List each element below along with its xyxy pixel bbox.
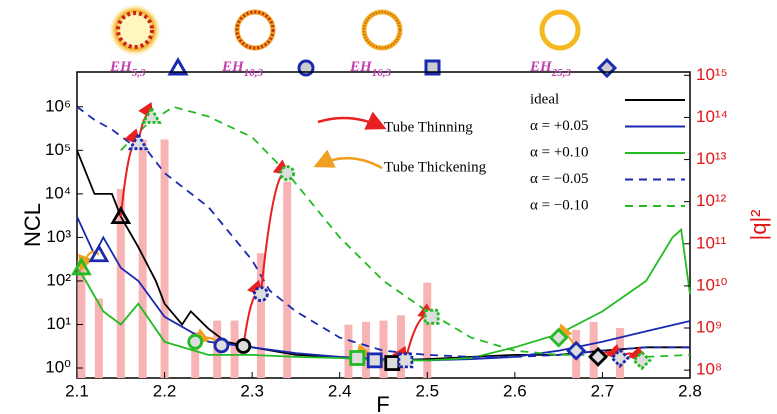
- legend-label: α = −0.05: [530, 171, 589, 187]
- marker: [215, 339, 228, 352]
- line: [121, 107, 690, 357]
- mode-label: EH16,3: [349, 59, 391, 78]
- x-tick-label: 2.6: [503, 381, 527, 400]
- x-tick-label: 2.4: [328, 381, 352, 400]
- marker: [254, 288, 267, 301]
- mode-icon: [237, 12, 273, 48]
- x-tick-label: 2.7: [591, 381, 615, 400]
- mode-label-sub: 16,3: [372, 67, 392, 79]
- marker: [399, 354, 412, 367]
- y2-tick-label: 10¹³: [696, 149, 727, 168]
- x-tick-label: 2.2: [153, 381, 177, 400]
- y-tick-label: 10³: [46, 227, 71, 246]
- y2-tick-label: 10¹⁰: [696, 275, 728, 294]
- marker: [612, 350, 628, 366]
- marker: [237, 340, 250, 353]
- marker: [425, 310, 438, 323]
- mode-symbol: [299, 61, 313, 75]
- annotation: Tube Thinning: [384, 119, 473, 135]
- y-tick-label: 10⁴: [45, 183, 71, 202]
- x-axis-label: F: [376, 392, 389, 414]
- mode-label-sub: 10,3: [244, 67, 264, 79]
- marker: [189, 335, 202, 348]
- y-tick-label: 10⁶: [45, 96, 71, 115]
- bar: [139, 139, 147, 378]
- mode-label-main: EH: [221, 59, 245, 75]
- y2-tick-label: 10¹¹: [696, 233, 727, 252]
- x-tick-label: 2.8: [678, 381, 702, 400]
- x-tick-label: 2.1: [65, 381, 89, 400]
- y-tick-label: 10¹: [46, 314, 71, 333]
- marker: [368, 354, 381, 367]
- y2-tick-label: 10⁹: [696, 317, 722, 336]
- mode-symbol: [599, 60, 615, 76]
- mode-label-main: EH: [349, 59, 373, 75]
- marker: [281, 167, 294, 180]
- legend-label: α = +0.10: [530, 144, 589, 160]
- y2-tick-label: 10¹⁵: [696, 65, 728, 84]
- y-tick-label: 10⁰: [45, 358, 71, 377]
- mode-label: EH5,3: [109, 59, 146, 78]
- bar: [362, 322, 370, 378]
- mode-label-main: EH: [529, 59, 553, 75]
- bar: [95, 299, 103, 378]
- bar: [283, 182, 291, 378]
- mode-label: EH25,3: [529, 59, 571, 78]
- legend-label: α = −0.10: [530, 197, 589, 213]
- marker: [386, 357, 399, 370]
- legend-label: α = +0.05: [530, 118, 589, 134]
- bar: [423, 283, 431, 378]
- y-tick-label: 10²: [46, 270, 71, 289]
- chart: NCL |q|² F Tube Thinning Tube Thickening…: [0, 0, 777, 414]
- y2-tick-label: 10¹²: [696, 191, 727, 210]
- annotation-arrow: [318, 118, 382, 127]
- y2-axis-label: |q|²: [746, 210, 771, 241]
- x-tick-label: 2.5: [415, 381, 439, 400]
- annotation-arrow: [318, 158, 382, 168]
- mode-label: EH10,3: [221, 59, 263, 78]
- legend-label: ideal: [530, 91, 559, 107]
- mode-label-main: EH: [109, 59, 133, 75]
- y2-tick-label: 10¹⁴: [696, 107, 728, 126]
- mode-label-sub: 25,3: [551, 67, 572, 79]
- marker: [351, 351, 364, 364]
- x-tick-label: 2.3: [240, 381, 264, 400]
- mode-icon: [542, 12, 578, 48]
- mode-label-sub: 5,3: [132, 67, 146, 79]
- y2-tick-label: 10⁸: [696, 360, 722, 379]
- y-tick-label: 10⁵: [45, 140, 71, 159]
- y-axis-label: NCL: [20, 203, 45, 247]
- annotation: Tube Thickening: [384, 159, 487, 175]
